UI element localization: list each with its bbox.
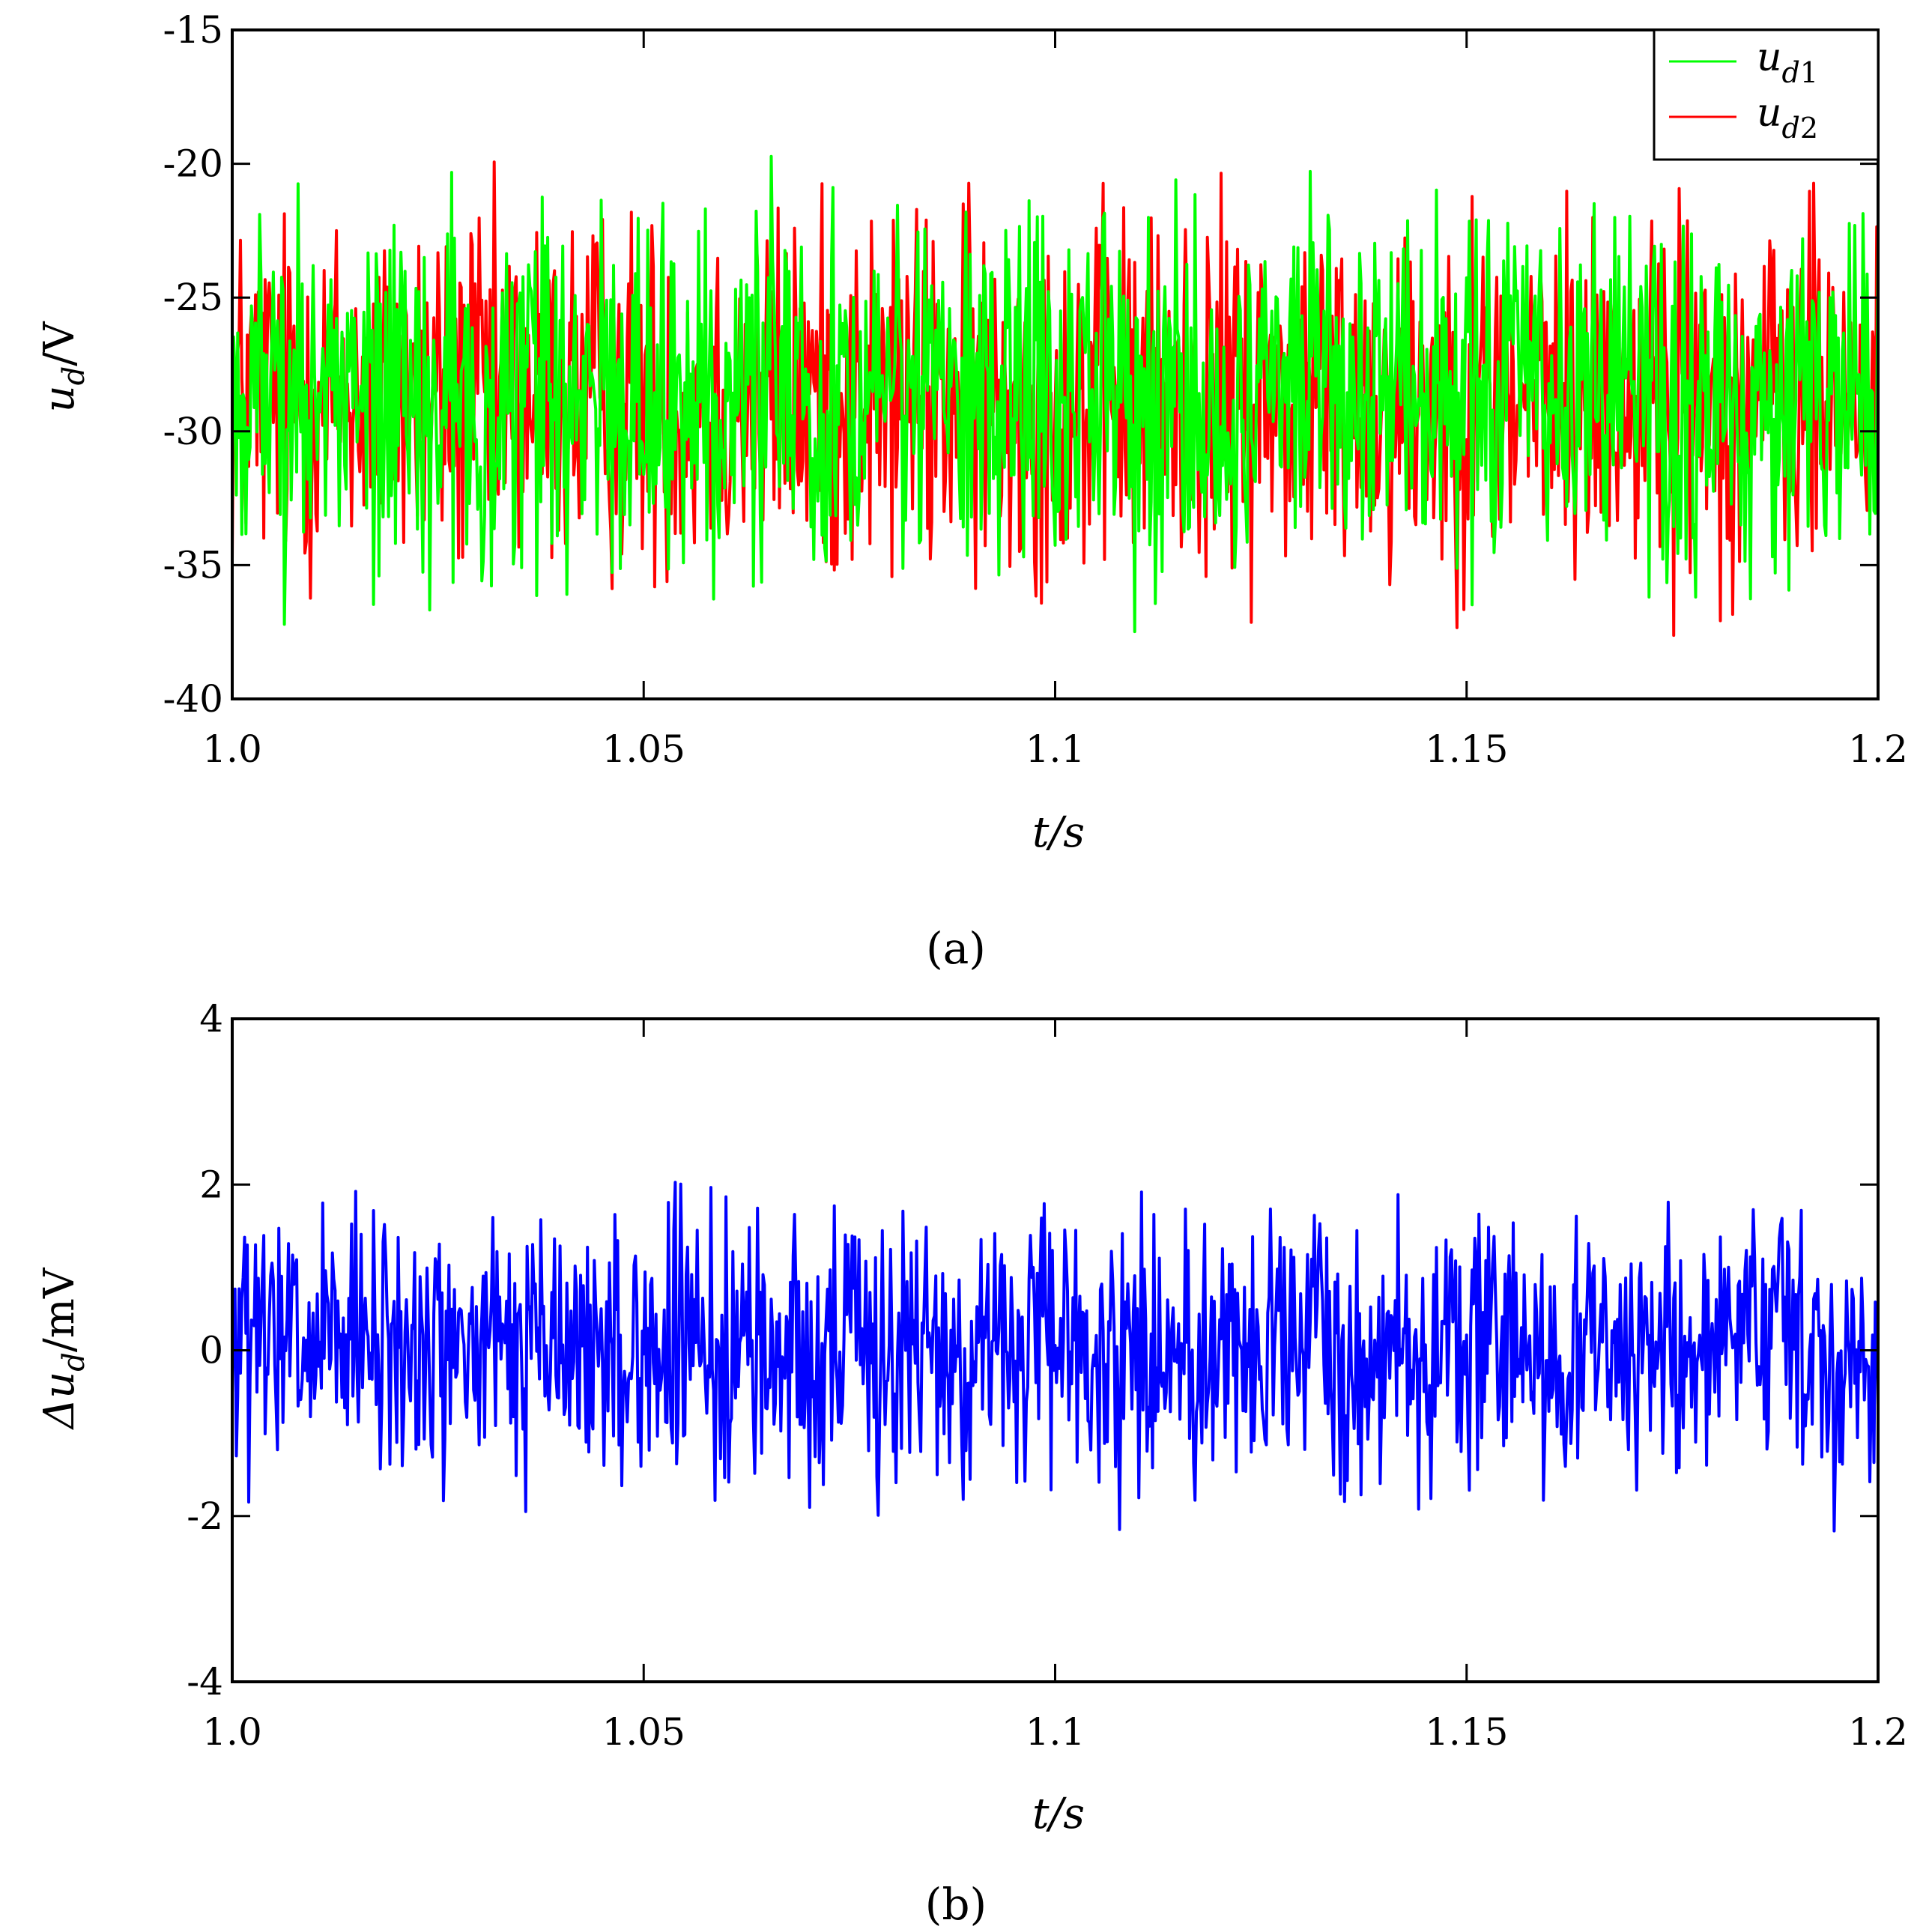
chart-b-xtick-label: 1.05	[602, 1710, 685, 1754]
chart-b-ylabel: Δud/mV	[35, 1267, 91, 1430]
chart-b-ytick-label: 4	[199, 997, 223, 1041]
chart-a-ytick-label: -30	[163, 410, 223, 453]
chart-a-ticks: 1.0 1.05 1.1 1.15 1.2 -15 -20 -25 -30 -35 -40	[163, 8, 1907, 771]
chart-a-series-group	[231, 154, 1880, 638]
chart-b-xtick-label: 1.2	[1848, 1710, 1908, 1754]
chart-b-ytick-label: -2	[187, 1495, 223, 1538]
chart-a-legend: ud1 ud2	[1653, 28, 1880, 161]
chart-a-ytick-label: -15	[163, 8, 223, 52]
chart-a-xtick-label: 1.05	[602, 727, 685, 771]
chart-b-ytick-label: 0	[199, 1329, 223, 1372]
legend-box	[1653, 28, 1880, 161]
chart-a-series-line-u_d1	[231, 154, 1880, 634]
chart-b: 1.0 1.05 1.1 1.15 1.2 4 2 0 -2 -4 Δud/mV t/s (b)	[35, 997, 1908, 1930]
chart-a-xlabel: t/s	[1032, 808, 1085, 857]
chart-b-xtick-label: 1.1	[1026, 1710, 1085, 1754]
legend-label-u_d1: ud1	[1757, 35, 1818, 89]
chart-b-ytick-label: -4	[187, 1660, 223, 1704]
chart-a-ylabel: ud/V	[35, 321, 91, 413]
chart-a-ytick-label: -20	[163, 142, 223, 186]
panel-a-label: (a)	[926, 923, 986, 974]
chart-a-ytick-label: -25	[163, 276, 223, 319]
panel-b-label: (b)	[925, 1879, 987, 1930]
chart-b-series-line	[231, 1181, 1880, 1533]
legend-label-u_d2: ud2	[1757, 91, 1818, 145]
chart-b-xtick-label: 1.0	[202, 1710, 262, 1754]
chart-a-ytick-label: -40	[163, 677, 223, 721]
chart-a: 1.0 1.05 1.1 1.15 1.2 -15 -20 -25 -30 -35 -40 ud/V…	[35, 8, 1908, 974]
chart-a-xtick-label: 1.1	[1026, 727, 1085, 771]
panel-a-label-text: (a)	[926, 923, 986, 974]
chart-b-xlabel: t/s	[1032, 1790, 1085, 1838]
panel-b-label-text: (b)	[925, 1879, 987, 1930]
chart-a-xtick-label: 1.0	[202, 727, 262, 771]
chart-a-xtick-label: 1.15	[1425, 727, 1508, 771]
chart-b-series-group	[231, 1181, 1880, 1533]
chart-a-ytick-label: -35	[163, 543, 223, 587]
chart-b-xtick-label: 1.15	[1425, 1710, 1508, 1754]
chart-a-xtick-label: 1.2	[1848, 727, 1908, 771]
chart-b-ticks: 1.0 1.05 1.1 1.15 1.2 4 2 0 -2 -4	[187, 997, 1907, 1754]
chart-b-ytick-label: 2	[199, 1163, 223, 1206]
